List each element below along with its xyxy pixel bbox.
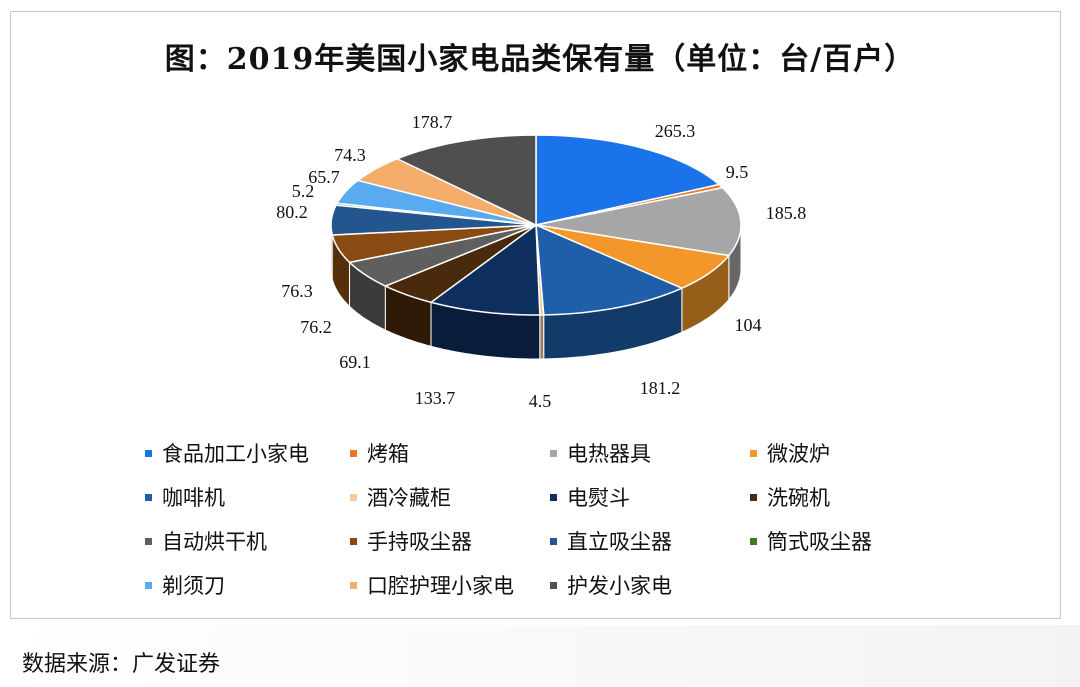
source-note: 数据来源：广发证券 <box>22 652 221 677</box>
legend-item-12: 剃须刀 <box>145 570 350 600</box>
pie-slices <box>330 134 742 316</box>
legend-swatch <box>350 449 357 457</box>
legend-swatch <box>750 493 757 501</box>
legend-item-7: 洗碗机 <box>750 482 950 512</box>
value-label-2: 185.8 <box>766 203 807 223</box>
legend-label: 酒冷藏柜 <box>367 486 451 510</box>
value-label-13: 74.3 <box>334 145 366 165</box>
legend-item-2: 电热器具 <box>550 438 750 468</box>
legend-label: 咖啡机 <box>162 486 225 510</box>
legend-label: 食品加工小家电 <box>162 442 309 466</box>
legend-swatch <box>145 449 152 457</box>
legend-label: 自动烘干机 <box>162 530 267 554</box>
value-label-1: 9.5 <box>726 162 749 182</box>
pie-slice-12 <box>335 179 537 226</box>
chart-legend: 食品加工小家电 烤箱 电热器具 微波炉咖啡机 酒冷藏柜 电熨斗 洗碗机自动烘干机 手持吸尘器 直… <box>145 438 945 600</box>
legend-item-5: 酒冷藏柜 <box>350 482 550 512</box>
legend-label: 洗碗机 <box>767 486 830 510</box>
legend-label: 筒式吸尘器 <box>767 530 872 554</box>
legend-label: 护发小家电 <box>567 574 672 598</box>
pie-slice-7 <box>383 224 537 304</box>
value-label-7: 69.1 <box>339 352 371 372</box>
legend-item-14: 护发小家电 <box>550 570 750 600</box>
legend-swatch <box>145 537 152 545</box>
legend-swatch <box>145 493 152 501</box>
legend-swatch <box>750 449 757 457</box>
legend-swatch <box>350 493 357 501</box>
legend-item-13: 口腔护理小家电 <box>350 570 550 600</box>
legend-item-9: 手持吸尘器 <box>350 526 550 556</box>
legend-label: 微波炉 <box>767 442 830 466</box>
legend-label: 烤箱 <box>367 442 409 466</box>
legend-swatch <box>350 581 357 589</box>
legend-swatch <box>350 537 357 545</box>
value-label-9: 76.3 <box>281 281 313 301</box>
legend-label: 电熨斗 <box>567 486 630 510</box>
legend-label: 直立吸尘器 <box>567 530 672 554</box>
legend-label: 剃须刀 <box>162 574 225 598</box>
value-label-10: 80.2 <box>276 202 308 222</box>
value-label-14: 178.7 <box>412 112 453 132</box>
legend-item-4: 咖啡机 <box>145 482 350 512</box>
legend-swatch <box>145 581 152 589</box>
legend-item-11: 筒式吸尘器 <box>750 526 950 556</box>
legend-swatch <box>550 493 557 501</box>
legend-label: 口腔护理小家电 <box>367 574 514 598</box>
value-label-11: 5.2 <box>292 181 315 201</box>
value-label-5: 4.5 <box>529 391 552 411</box>
pie-slice-0 <box>535 134 721 226</box>
pie-slice-14 <box>395 134 537 227</box>
legend-swatch <box>550 581 557 589</box>
value-label-3: 104 <box>735 315 762 335</box>
footer-band <box>0 625 1080 687</box>
pie-slice-3 <box>535 224 731 290</box>
value-labels: 265.3 9.5 185.8 104 181.2 4.5 133.7 69.1 76.2 76.… <box>276 112 806 411</box>
value-label-12: 65.7 <box>308 167 340 187</box>
legend-swatch <box>750 537 757 545</box>
pie-slice-6 <box>429 223 541 316</box>
pie-slice-2 <box>535 186 742 257</box>
value-label-8: 76.2 <box>300 317 332 337</box>
legend-swatch <box>550 449 557 457</box>
legend-label: 手持吸尘器 <box>367 530 472 554</box>
value-label-4: 181.2 <box>640 378 681 398</box>
pie-slice-10 <box>330 204 537 236</box>
value-label-0: 265.3 <box>655 121 696 141</box>
value-label-6: 133.7 <box>415 388 456 408</box>
pie-slice-13 <box>356 157 537 226</box>
chart-title: 图：2019年美国小家电品类保有量（单位：台/百户） <box>164 42 916 77</box>
legend-item-8: 自动烘干机 <box>145 526 350 556</box>
pie-side-5 <box>539 314 545 360</box>
legend-item-1: 烤箱 <box>350 438 550 468</box>
legend-item-0: 食品加工小家电 <box>145 438 350 468</box>
pie-slice-4 <box>535 223 684 316</box>
pie-slice-9 <box>331 224 537 264</box>
legend-item-6: 电熨斗 <box>550 482 750 512</box>
pie-sides <box>330 224 742 360</box>
legend-swatch <box>550 537 557 545</box>
legend-item-10: 直立吸尘器 <box>550 526 750 556</box>
pie-slice-8 <box>347 224 537 287</box>
legend-label: 电热器具 <box>567 442 651 466</box>
legend-item-3: 微波炉 <box>750 438 950 468</box>
